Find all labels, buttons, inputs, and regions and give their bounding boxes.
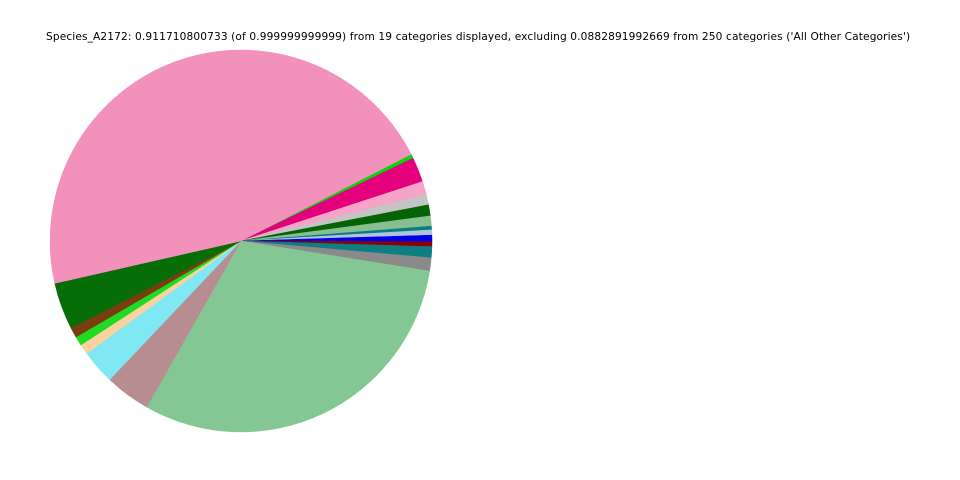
chart-title: Species_A2172: 0.911710800733 (of 0.9999…	[46, 31, 911, 43]
pie-slice-pink-large	[49, 49, 412, 284]
pie-slice-sea-green-large	[146, 240, 430, 433]
